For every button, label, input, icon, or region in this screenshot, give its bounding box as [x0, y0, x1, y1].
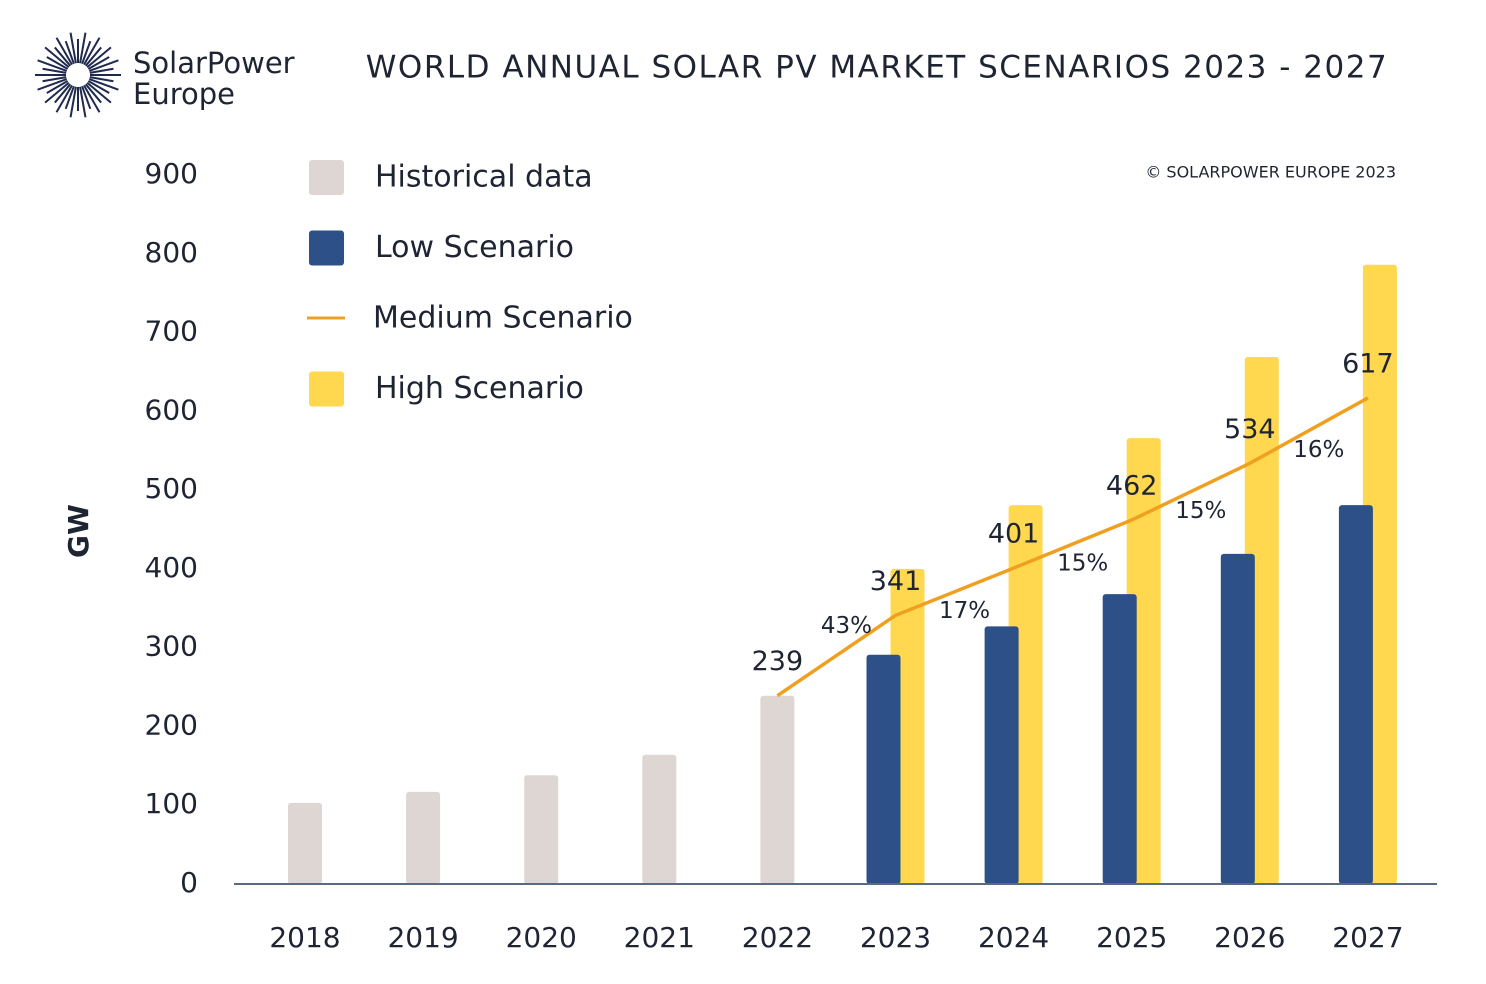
logo-ray — [54, 46, 72, 67]
x-tick-label: 2023 — [860, 921, 931, 954]
logo-ray — [44, 46, 70, 69]
bar — [406, 791, 441, 884]
legend-label: Historical data — [375, 160, 593, 195]
y-tick-label: 200 — [145, 708, 198, 741]
y-tick-label: 0 — [180, 866, 198, 899]
logo-ray — [83, 84, 101, 113]
logo-ray — [69, 86, 77, 118]
growth-label: 15% — [1057, 551, 1108, 577]
logo-ray — [69, 32, 77, 64]
data-label: 617 — [1342, 348, 1394, 379]
logo-ray — [55, 84, 73, 113]
logo-ray — [84, 46, 102, 67]
bar — [288, 802, 322, 884]
legend-label: Low Scenario — [375, 230, 574, 265]
logo-ray — [81, 85, 92, 110]
logo-ray — [42, 67, 67, 74]
logo-ray — [86, 46, 112, 69]
line — [776, 396, 1369, 698]
y-tick-label: 500 — [145, 472, 198, 505]
logo-ray — [88, 59, 119, 72]
data-label: 239 — [752, 646, 804, 677]
bar — [1220, 553, 1255, 884]
copyright: © SOLARPOWER EUROPE 2023 — [1145, 163, 1396, 182]
legend-swatch — [309, 230, 344, 266]
logo-ray — [88, 78, 119, 91]
logo-ray — [87, 56, 110, 70]
x-tick-label: 2020 — [506, 921, 577, 954]
legend-swatch — [309, 160, 344, 195]
x-tick-label: 2019 — [387, 921, 458, 954]
logo-ray — [87, 80, 110, 94]
bar — [984, 626, 1019, 884]
logo-ray — [37, 78, 68, 91]
logo-ray — [64, 40, 75, 65]
x-tick-label: 2022 — [742, 921, 813, 954]
logo-ray — [54, 83, 72, 104]
logo-ray — [55, 37, 73, 66]
x-tick-label: 2021 — [624, 921, 695, 954]
y-tick-label: 900 — [145, 157, 198, 190]
y-tick-label: 700 — [145, 315, 198, 348]
y-tick-label: 400 — [145, 551, 198, 584]
logo-ray — [86, 81, 112, 104]
data-label: 462 — [1106, 471, 1158, 502]
logo-ray — [46, 56, 69, 70]
logo-ray — [84, 83, 102, 104]
brand-name: Europe — [133, 77, 235, 111]
bar — [524, 775, 559, 884]
logo-ray — [44, 81, 70, 104]
logo-ray — [83, 37, 101, 66]
logo-ray — [79, 86, 87, 118]
legend-swatch — [309, 371, 344, 407]
x-tick-label: 2024 — [978, 921, 1049, 954]
growth-label: 16% — [1293, 437, 1344, 463]
y-tick-label: 100 — [145, 787, 198, 820]
y-axis-label: GW — [62, 504, 95, 558]
bar — [642, 754, 677, 884]
bar — [760, 695, 795, 884]
growth-label: 15% — [1175, 498, 1226, 524]
y-tick-label: 600 — [145, 393, 198, 426]
bar — [1102, 594, 1137, 884]
chart-title: WORLD ANNUAL SOLAR PV MARKET SCENARIOS 2… — [366, 50, 1388, 86]
logo-ray — [46, 80, 69, 94]
logo-ray — [81, 40, 92, 65]
data-label: 401 — [988, 519, 1040, 550]
x-tick-label: 2025 — [1096, 921, 1167, 954]
logo-ray — [89, 76, 114, 83]
logo-ray — [64, 85, 75, 110]
x-tick-label: 2026 — [1214, 921, 1285, 954]
logo-ray — [42, 76, 67, 83]
growth-label: 17% — [939, 598, 990, 624]
y-tick-label: 300 — [145, 630, 198, 663]
data-label: 341 — [870, 566, 922, 597]
data-label: 534 — [1224, 414, 1276, 445]
brand-name: SolarPower — [133, 46, 295, 80]
y-tick-label: 800 — [145, 236, 198, 269]
logo-ray — [79, 32, 87, 64]
logo-ray — [37, 59, 68, 72]
x-tick-label: 2018 — [269, 921, 340, 954]
growth-label: 43% — [821, 613, 872, 639]
logo-ray — [89, 67, 114, 74]
legend-label: Medium Scenario — [373, 301, 633, 336]
legend-label: High Scenario — [375, 371, 584, 406]
bar — [866, 654, 901, 884]
bar — [1338, 505, 1373, 884]
x-tick-label: 2027 — [1332, 921, 1403, 954]
